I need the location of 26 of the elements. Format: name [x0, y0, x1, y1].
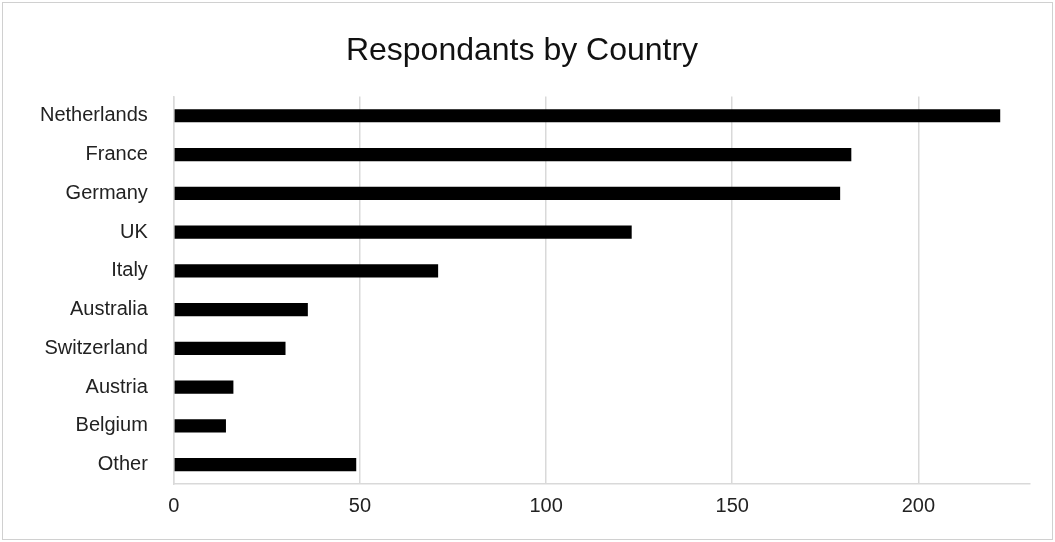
y-tick-label: Austria — [85, 374, 149, 397]
bar — [174, 419, 226, 433]
y-tick-label: France — [85, 142, 148, 165]
bar — [174, 109, 1001, 123]
bar — [174, 302, 308, 317]
y-tick-label: Netherlands — [40, 103, 148, 126]
y-tick-label: Italy — [111, 258, 148, 281]
y-tick-label: Switzerland — [44, 335, 148, 358]
y-tick-label: Other — [97, 452, 149, 475]
y-tick-label: Belgium — [75, 413, 148, 436]
bar — [174, 264, 439, 278]
bar — [174, 225, 632, 239]
x-tick-label: 0 — [168, 493, 180, 516]
bar — [174, 186, 841, 200]
x-tick-label: 100 — [529, 493, 563, 516]
bar — [174, 341, 286, 355]
x-tick-label: 200 — [901, 493, 936, 516]
y-tick-label: Australia — [70, 297, 149, 320]
bar — [174, 458, 357, 472]
y-tick-label: Germany — [65, 180, 148, 203]
x-tick-label: 50 — [348, 493, 372, 516]
chart-title: Respondants by Country — [345, 31, 699, 68]
bar — [174, 147, 852, 162]
x-tick-label: 150 — [715, 493, 749, 516]
y-tick-label: UK — [120, 219, 149, 242]
bar — [174, 380, 234, 394]
